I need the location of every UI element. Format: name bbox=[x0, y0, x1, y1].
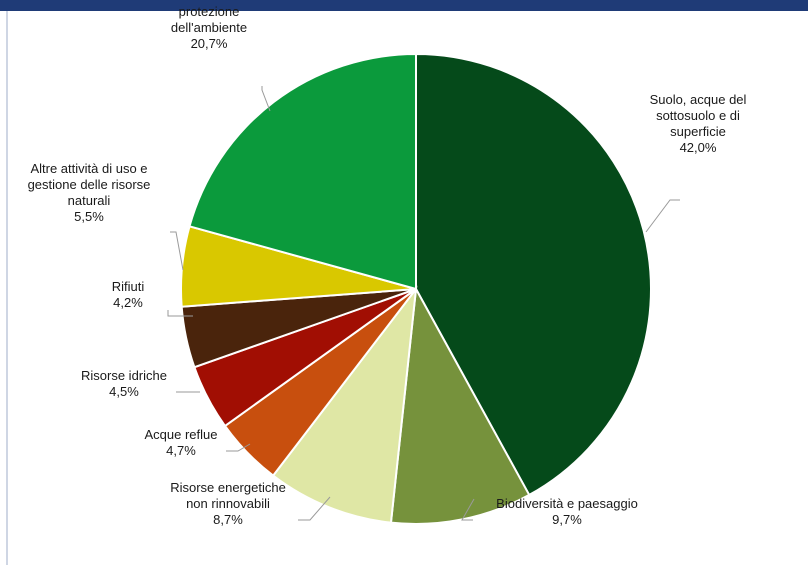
leader-line bbox=[226, 443, 251, 452]
left-border bbox=[6, 11, 8, 565]
leader-line bbox=[298, 496, 331, 521]
slice-label: Suolo, acque del sottosuolo e di superfici… bbox=[650, 92, 747, 155]
leader-line bbox=[261, 86, 271, 112]
pie-slice bbox=[188, 52, 417, 291]
slice-label: Risorse energetiche non rinnovabili 8,7% bbox=[170, 480, 286, 527]
leader-line bbox=[170, 231, 184, 271]
header-bar bbox=[0, 0, 808, 11]
pie-slice bbox=[415, 52, 652, 497]
slice-label: Altre attività di uso e gestione delle ri… bbox=[28, 161, 151, 224]
slice-label: Altre attività diprotezionedell'ambiente… bbox=[168, 0, 250, 51]
leader-line bbox=[461, 498, 475, 521]
slice-label: Biodiversità e paesaggio 9,7% bbox=[496, 496, 638, 527]
slice-label: Acque reflue 4,7% bbox=[145, 427, 218, 458]
leader-line bbox=[167, 310, 193, 317]
leader-line bbox=[645, 199, 680, 233]
slice-label: Rifiuti 4,2% bbox=[112, 279, 145, 310]
pie-slice bbox=[271, 285, 418, 524]
slice-label: Risorse idriche 4,5% bbox=[81, 368, 167, 399]
